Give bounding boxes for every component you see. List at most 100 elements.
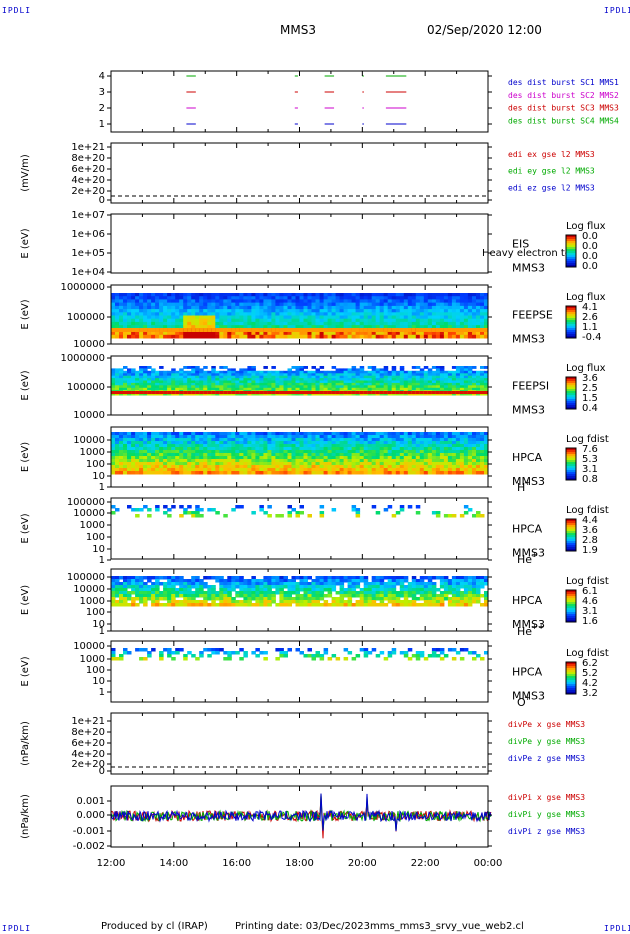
spectrogram-cell (175, 444, 180, 448)
spectrogram-cell (375, 438, 381, 442)
spectrogram-cell (135, 591, 140, 595)
spectrogram-cell (199, 585, 204, 589)
spectrogram-cell (375, 591, 381, 595)
spectrogram-cell (275, 382, 280, 386)
spectrogram-cell (407, 375, 413, 379)
spectrogram-cell (351, 387, 357, 391)
spectrogram-cell (183, 378, 188, 381)
spectrogram-cell (223, 588, 228, 592)
spectrogram-cell (219, 588, 224, 592)
spectrogram-cell (175, 387, 180, 391)
spectrogram-cell (459, 441, 465, 445)
spectrogram-cell (311, 450, 316, 454)
spectrogram-cell (147, 380, 152, 384)
spectrogram-cell (343, 588, 349, 592)
spectrogram-cell (387, 370, 393, 374)
spectrogram-cell (480, 302, 485, 307)
spectrogram-cell (119, 465, 124, 469)
spectrogram-cell (175, 299, 180, 304)
spectrogram-cell (199, 591, 204, 595)
spectrogram-cell (359, 447, 365, 451)
spectrogram-cell (243, 378, 248, 381)
spectrogram-cell (411, 318, 417, 323)
spectrogram-cell (171, 603, 176, 607)
spectrogram-cell (347, 373, 353, 377)
spectrogram-cell (415, 328, 421, 332)
spectrogram-cell (399, 334, 405, 339)
spectrogram-cell (451, 299, 457, 304)
spectrogram-cell (187, 392, 192, 396)
spectrogram-cell (179, 321, 184, 326)
spectrogram-cell (195, 444, 200, 448)
spectrogram-cell (484, 334, 489, 339)
spectrogram-cell (387, 453, 393, 457)
spectrogram-cell (215, 435, 220, 439)
spectrogram-cell (395, 370, 401, 374)
spectrogram-cell (255, 373, 260, 377)
spectrogram-cell (187, 511, 192, 515)
spectrogram-cell (211, 468, 216, 472)
spectrogram-cell (155, 508, 160, 512)
spectrogram-cell (311, 312, 316, 316)
spectrogram-cell (175, 447, 180, 451)
spectrogram-cell (423, 293, 429, 297)
spectrogram-cell (455, 438, 461, 442)
spectrogram-cell (467, 318, 473, 323)
spectrogram-cell (299, 302, 304, 307)
spectrogram-cell (247, 432, 252, 436)
spectrogram-cell (151, 331, 156, 336)
spectrogram-cell (435, 385, 441, 389)
spectrogram-cell (371, 366, 377, 369)
colorbar-tick-label: 7.6 (582, 444, 598, 455)
spectrogram-cell (195, 447, 200, 451)
spectrogram-cell (472, 375, 477, 379)
spectrogram-cell (231, 438, 236, 442)
spectrogram-cell (472, 315, 477, 320)
spectrogram-cell (315, 331, 320, 336)
spectrogram-cell (463, 331, 469, 336)
spectrogram-cell (167, 471, 172, 475)
spectrogram-cell (251, 373, 256, 377)
spectrogram-cell (159, 382, 164, 386)
spectrogram-cell (143, 328, 148, 332)
spectrogram-cell (323, 334, 329, 339)
spectrogram-cell (307, 453, 312, 457)
spectrogram-cell (235, 582, 240, 586)
spectrogram-cell (419, 382, 425, 386)
spectrogram-cell (472, 392, 477, 396)
spectrogram-cell (387, 334, 393, 339)
spectrogram-cell (187, 438, 192, 442)
spectrogram-cell (347, 597, 353, 601)
spectrogram-cell (239, 435, 244, 439)
spectrogram-cell (131, 309, 136, 313)
spectrogram-cell (179, 453, 184, 457)
spectrogram-cell (159, 378, 164, 381)
spectrogram-cell (167, 302, 172, 307)
spectrogram-cell (207, 453, 212, 457)
spectrogram-cell (123, 459, 128, 463)
spectrogram-cell (207, 465, 212, 469)
spectrogram-cell (439, 331, 445, 336)
spectrogram-cell (287, 331, 292, 336)
spectrogram-cell (115, 312, 120, 316)
spectrogram-cell (359, 387, 365, 391)
spectrogram-cell (151, 576, 156, 580)
spectrogram-cell (387, 296, 393, 300)
spectrogram-cell (375, 468, 381, 472)
spectrogram-cell (207, 387, 212, 391)
spectrogram-cell (383, 465, 389, 469)
spectrogram-cell (251, 594, 256, 598)
spectrogram-cell (131, 385, 136, 389)
spectrogram-cell (143, 453, 148, 457)
instrument-label: FEEPSE (512, 309, 553, 322)
spectrogram-cell (307, 576, 312, 580)
spectrogram-cell (355, 600, 361, 604)
spectrogram-cell (480, 471, 485, 475)
spectrogram-cell (175, 468, 180, 472)
spectrogram-cell (371, 471, 377, 475)
spectrogram-cell (115, 375, 120, 379)
colorbar-swatch (566, 547, 576, 550)
spectrogram-cell (259, 450, 264, 454)
spectrogram-cell (291, 453, 296, 457)
spectrogram-cell (123, 468, 128, 472)
